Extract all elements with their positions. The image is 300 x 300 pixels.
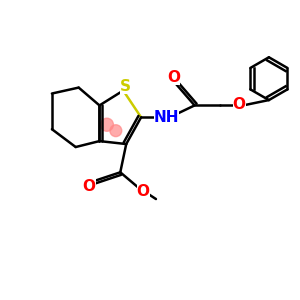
- Text: O: O: [82, 179, 96, 194]
- Text: O: O: [233, 97, 246, 112]
- Text: O: O: [137, 184, 150, 199]
- Text: O: O: [167, 70, 180, 85]
- Text: NH: NH: [154, 110, 179, 125]
- Text: S: S: [120, 79, 131, 94]
- Circle shape: [110, 125, 122, 136]
- Circle shape: [100, 118, 113, 131]
